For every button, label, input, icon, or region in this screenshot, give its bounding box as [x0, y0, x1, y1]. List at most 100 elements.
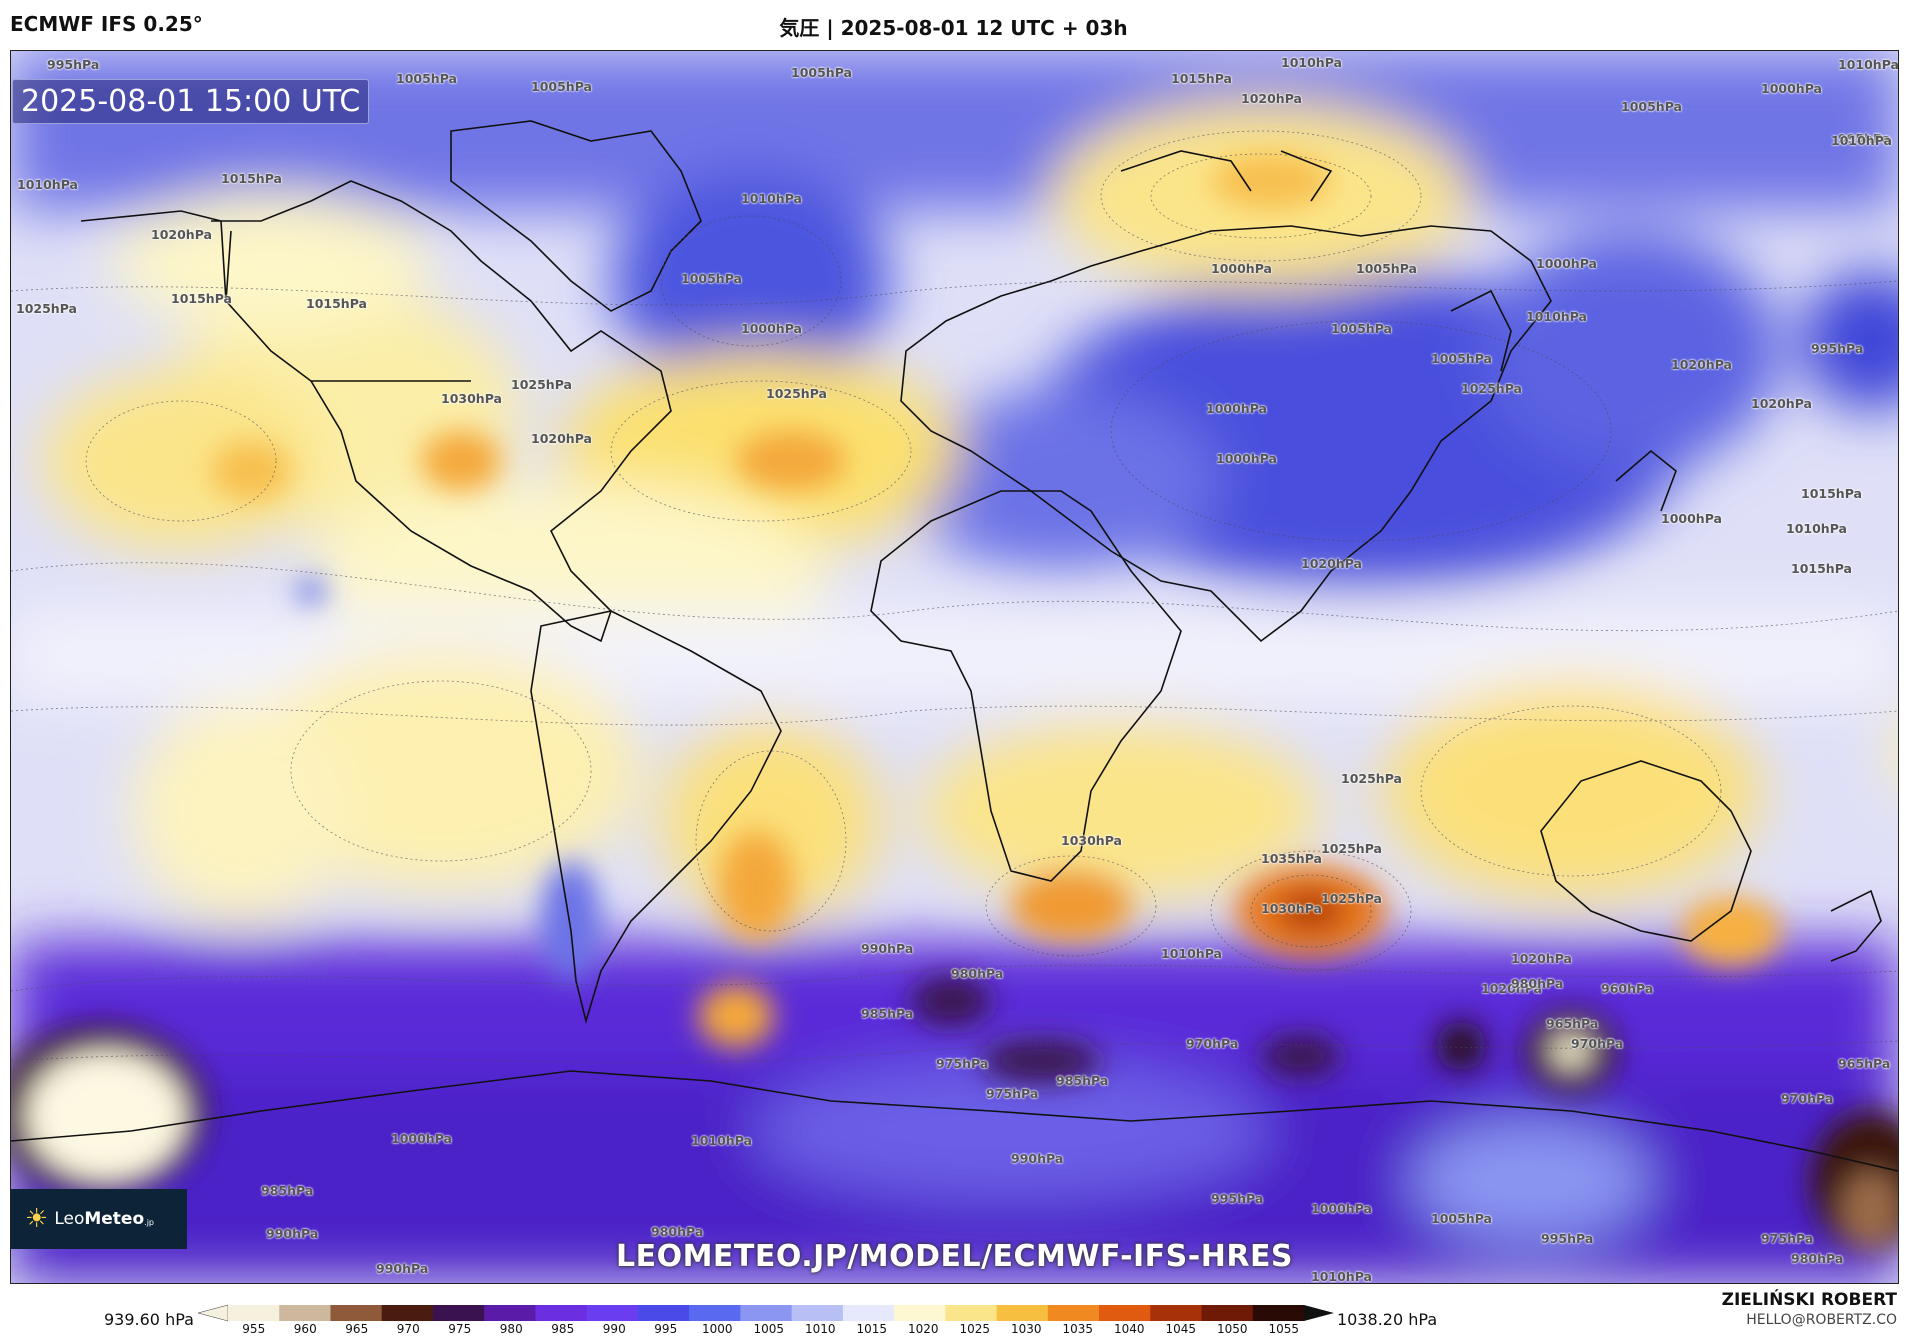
isobar-label: 965hPa — [1838, 1056, 1891, 1071]
colorbar-tick-label: 1030 — [1010, 1322, 1042, 1336]
colorbar-tick-label: 990 — [602, 1322, 626, 1336]
isobar-label: 1000hPa — [1311, 1201, 1372, 1216]
isobar-label: 1010hPa — [1786, 521, 1847, 536]
isobar-label: 1010hPa — [1526, 309, 1587, 324]
isobar-label: 1020hPa — [1481, 981, 1542, 996]
colorbar-cell — [586, 1305, 639, 1321]
colorbar-tick-label: 995 — [654, 1322, 678, 1336]
isobar-label: 1030hPa — [441, 391, 502, 406]
leometeo-logo[interactable]: ☀ Leo Meteo .jp — [11, 1189, 187, 1249]
isobar-label: 1020hPa — [1301, 556, 1362, 571]
isobar-label: 1005hPa — [1431, 351, 1492, 366]
source-url-watermark[interactable]: LEOMETEO.JP/MODEL/ECMWF-IFS-HRES — [615, 1239, 1294, 1274]
isobar-label: 1025hPa — [511, 377, 572, 392]
colorbar-tick-label: 1025 — [959, 1322, 991, 1336]
colorbar — [198, 1304, 1334, 1322]
colorbar-cell — [484, 1305, 536, 1321]
logo-text-light: Leo — [54, 1209, 85, 1229]
colorbar-cell — [1099, 1305, 1151, 1321]
colorbar-tick-label: 1000 — [701, 1322, 733, 1336]
isobar-label: 1015hPa — [171, 291, 232, 306]
isobar-label: 1000hPa — [1761, 81, 1822, 96]
author-name: ZIELIŃSKI ROBERT — [1721, 1290, 1897, 1310]
isobar-label: 990hPa — [376, 1261, 429, 1276]
colorbar-cell — [637, 1305, 690, 1321]
chart-title: 気圧 | 2025-08-01 12 UTC + 03h — [779, 16, 1128, 40]
isobar-label: 985hPa — [1056, 1073, 1109, 1088]
isobar-label: 1005hPa — [1621, 99, 1682, 114]
isobar-label: 970hPa — [1781, 1091, 1834, 1106]
sun-icon: ☀ — [25, 1204, 49, 1234]
isobar-label: 1010hPa — [1281, 55, 1342, 70]
isobar-label: 1020hPa — [1671, 357, 1732, 372]
isobar-label: 1005hPa — [1331, 321, 1392, 336]
isobar-label: 975hPa — [1761, 1231, 1814, 1246]
isobar-label: 1000hPa — [1206, 401, 1267, 416]
isobar-label: 1015hPa — [1791, 561, 1852, 576]
colorbar-tick-label: 1015 — [856, 1322, 888, 1336]
isobar-label: 990hPa — [1011, 1151, 1064, 1166]
colorbar-cell — [1150, 1305, 1203, 1321]
colorbar-cell — [842, 1305, 895, 1321]
valid-time-stamp: 2025-08-01 15:00 UTC — [12, 79, 370, 124]
isobar-label: 1010hPa — [1161, 946, 1222, 961]
isobar-label: 1025hPa — [1341, 771, 1402, 786]
colorbar-tick-label: 960 — [293, 1322, 317, 1336]
isobar-label: 1005hPa — [396, 71, 457, 86]
isobar-label: 1025hPa — [1461, 381, 1522, 396]
coastlines — [11, 120, 1898, 1172]
colorbar-tick-label: 980 — [499, 1322, 523, 1336]
colorbar-cell — [1047, 1305, 1100, 1321]
colorbar-cell — [432, 1305, 485, 1321]
colorbar-tick-label: 1020 — [907, 1322, 939, 1336]
colorbar-tick-label: 1010 — [804, 1322, 836, 1336]
colorbar-tick-label: 1040 — [1113, 1322, 1145, 1336]
isobar-label: 1025hPa — [1321, 841, 1382, 856]
isobar-label: 1025hPa — [766, 386, 827, 401]
colorbar-tick-label: 1005 — [753, 1322, 785, 1336]
colorbar-cell — [228, 1305, 280, 1321]
pressure-field — [11, 51, 1898, 1283]
isobar-label: 1020hPa — [531, 431, 592, 446]
colorbar-max-label: 1038.20 hPa — [1337, 1310, 1438, 1329]
isobar-label: 980hPa — [951, 966, 1004, 981]
isobar-label: 985hPa — [261, 1183, 314, 1198]
isobar-label: 1015hPa — [1171, 71, 1232, 86]
isobar-label: 1015hPa — [1801, 486, 1862, 501]
colorbar-cell — [330, 1305, 383, 1321]
isobar-label: 995hPa — [47, 57, 100, 72]
isobar-label: 1000hPa — [741, 321, 802, 336]
isobar-label: 1015hPa — [221, 171, 282, 186]
colorbar-tick-label: 975 — [448, 1322, 472, 1336]
colorbar-tick-label: 965 — [345, 1322, 369, 1336]
isobar-label: 995hPa — [1541, 1231, 1594, 1246]
isobar-label: 1030hPa — [1261, 901, 1322, 916]
isobar-label: 990hPa — [266, 1226, 319, 1241]
isobar-label: 1020hPa — [1241, 91, 1302, 106]
isobar-label: 995hPa — [1811, 341, 1864, 356]
isobar-label: 1010hPa — [1831, 133, 1892, 148]
colorbar-cell — [689, 1305, 741, 1321]
isobar-label: 1000hPa — [1536, 256, 1597, 271]
isobar-label: 1010hPa — [17, 177, 78, 192]
author-email[interactable]: HELLO@ROBERTZ.CO — [1746, 1312, 1897, 1328]
isobar-label: 1010hPa — [691, 1133, 752, 1148]
isobar-label: 1005hPa — [1431, 1211, 1492, 1226]
isobar-label: 985hPa — [861, 1006, 914, 1021]
isobar-label: 1005hPa — [1356, 261, 1417, 276]
pressure-map[interactable]: 995hPa 1005hPa 1005hPa 1005hPa 1010hPa 1015hP… — [10, 50, 1899, 1284]
colorbar-cell — [894, 1305, 946, 1321]
colorbar-tick-label: 970 — [396, 1322, 420, 1336]
colorbar-cell — [279, 1305, 331, 1321]
isobar-label: 1010hPa — [1838, 57, 1899, 72]
isobar-label: 1000hPa — [1216, 451, 1277, 466]
isobar-label: 980hPa — [1791, 1251, 1844, 1266]
isobar-label: 995hPa — [1838, 131, 1891, 146]
isobar-label: 965hPa — [1546, 1016, 1599, 1031]
isobar-label: 1005hPa — [791, 65, 852, 80]
colorbar-cell — [740, 1305, 793, 1321]
isobar-label: 995hPa — [1211, 1191, 1264, 1206]
colorbar-cell — [791, 1305, 844, 1321]
isobar-label: 1000hPa — [391, 1131, 452, 1146]
isobar-label: 1020hPa — [151, 227, 212, 242]
